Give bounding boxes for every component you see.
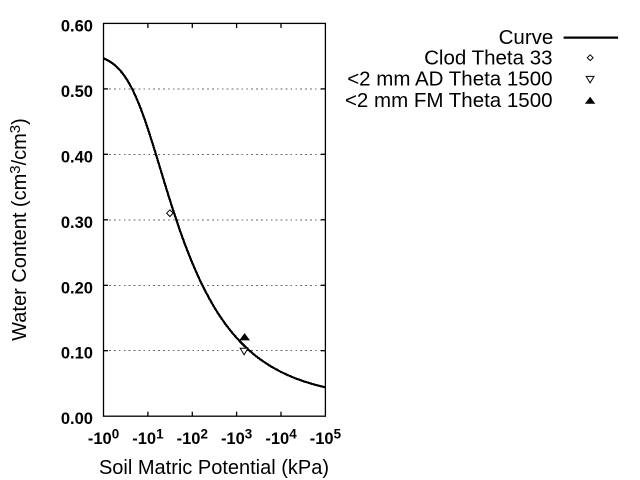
svg-text:Curve: Curve: [499, 26, 554, 49]
svg-text:Clod Theta 33: Clod Theta 33: [424, 47, 552, 70]
svg-text:0.10: 0.10: [61, 345, 93, 363]
svg-text:0.30: 0.30: [61, 214, 93, 232]
svg-text:-103: -103: [221, 426, 252, 447]
svg-text:-102: -102: [177, 426, 208, 447]
svg-text:<2 mm FM Theta 1500: <2 mm FM Theta 1500: [345, 89, 553, 112]
svg-text:0.20: 0.20: [61, 279, 93, 297]
svg-text:<2 mm AD Theta 1500: <2 mm AD Theta 1500: [347, 68, 552, 91]
svg-text:0.40: 0.40: [61, 148, 93, 166]
svg-text:0.50: 0.50: [61, 83, 93, 101]
svg-text:Water Content (cm3/cm3): Water Content (cm3/cm3): [7, 118, 31, 341]
svg-text:0.00: 0.00: [61, 410, 93, 428]
svg-text:Soil Matric Potential (kPa): Soil Matric Potential (kPa): [99, 457, 329, 479]
svg-text:-100: -100: [88, 426, 119, 447]
svg-text:0.60: 0.60: [61, 17, 93, 35]
